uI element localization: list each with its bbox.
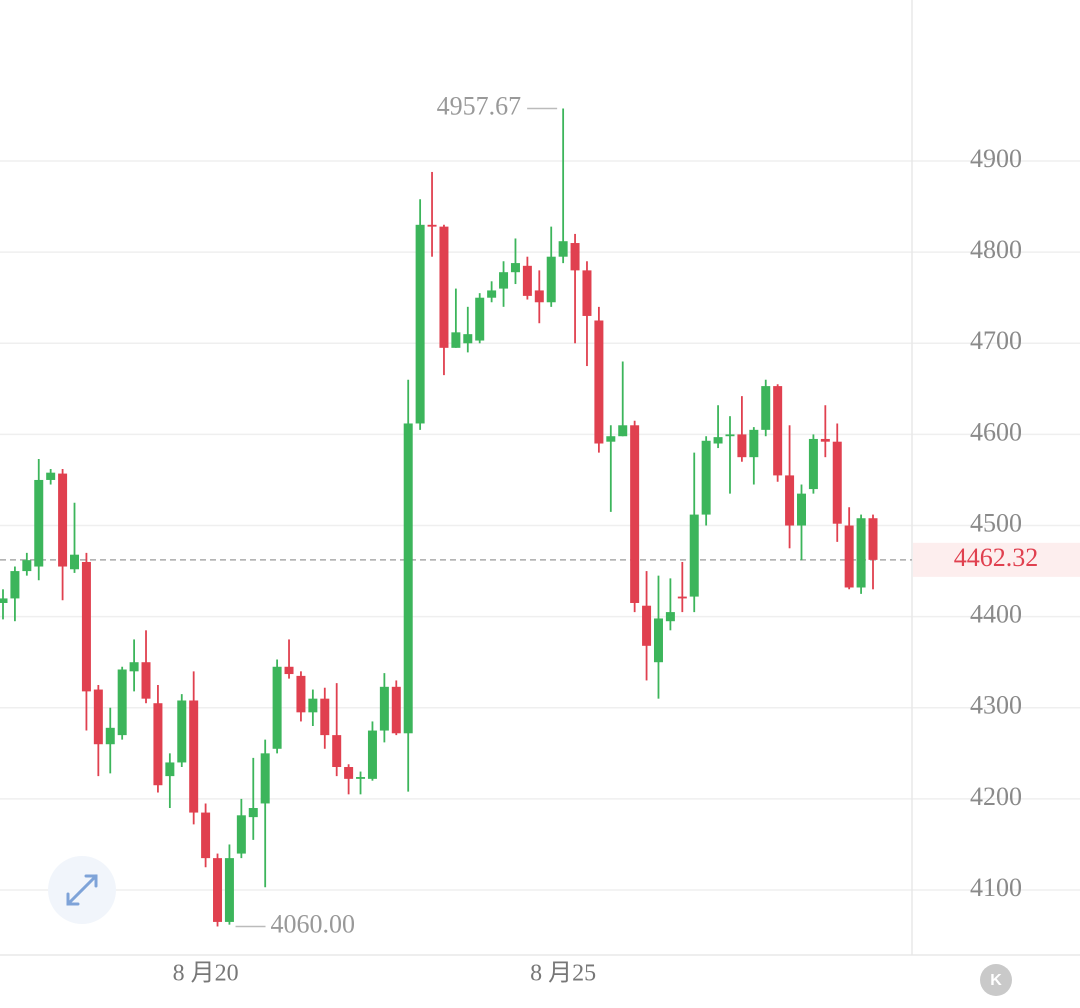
high-label: 4957.67: [437, 91, 522, 120]
candle-body: [785, 475, 795, 526]
candle-body: [308, 698, 318, 713]
candle-body: [642, 605, 652, 646]
candle-body: [272, 666, 282, 749]
candle-body: [701, 440, 711, 515]
candle-body: [487, 290, 497, 298]
candle-body: [189, 700, 199, 813]
y-tick-label: 4500: [970, 508, 1022, 537]
candle-body: [58, 473, 68, 567]
candle-body: [141, 662, 151, 699]
candle-body: [737, 434, 747, 458]
candle-body: [653, 618, 663, 663]
candle-body: [46, 472, 56, 480]
candle-body: [451, 332, 461, 348]
expand-icon[interactable]: [66, 874, 98, 906]
candle-body: [534, 290, 544, 303]
candle-body: [713, 437, 723, 444]
candle-body: [415, 224, 425, 424]
candle-body: [475, 297, 485, 341]
candle-body: [439, 226, 449, 348]
candle-body: [594, 320, 604, 444]
candle-body: [332, 735, 342, 768]
candle-body: [665, 612, 675, 622]
candle-body: [367, 730, 377, 779]
candle-body: [391, 686, 401, 734]
candle-body: [856, 518, 866, 588]
y-tick-label: 4400: [970, 600, 1022, 629]
candle-body: [236, 815, 246, 854]
y-tick-label: 4700: [970, 326, 1022, 355]
candle-body: [213, 858, 223, 922]
candle-body: [22, 560, 32, 572]
candle-body: [260, 753, 270, 804]
candle-body: [725, 434, 735, 437]
x-tick-label: 8 月25: [530, 961, 596, 987]
candle-body: [689, 514, 699, 597]
candle-body: [570, 243, 580, 271]
candle-body: [117, 669, 127, 736]
y-tick-label: 4800: [970, 235, 1022, 264]
candle-body: [832, 441, 842, 524]
y-tick-label: 4600: [970, 417, 1022, 446]
x-tick-label: 8 月20: [173, 961, 239, 987]
candle-body: [344, 767, 354, 779]
candle-body: [618, 425, 628, 437]
candle-body: [129, 662, 139, 672]
expand-button[interactable]: [48, 856, 116, 924]
candle-body: [677, 596, 687, 599]
last-price-label: 4462.32: [954, 543, 1039, 572]
candle-body: [296, 675, 306, 713]
y-tick-label: 4300: [970, 691, 1022, 720]
candle-body: [10, 571, 20, 599]
candle-body: [320, 698, 330, 736]
candle-body: [510, 263, 520, 273]
y-tick-label: 4100: [970, 873, 1022, 902]
candle-body: [0, 598, 8, 603]
y-tick-label: 4900: [970, 144, 1022, 173]
candle-body: [808, 438, 818, 490]
candle-body: [773, 386, 783, 476]
candle-body: [427, 224, 437, 227]
candle-body: [761, 386, 771, 430]
candle-body: [558, 241, 568, 257]
candle-body: [284, 666, 294, 675]
candle-body: [499, 272, 509, 289]
candle-body: [403, 423, 413, 734]
candle-body: [153, 703, 163, 786]
candle-body: [606, 436, 616, 442]
candle-body: [522, 265, 532, 296]
candle-body: [93, 689, 103, 745]
candle-body: [224, 858, 234, 922]
candle-body: [844, 525, 854, 588]
k-button-bg[interactable]: [980, 964, 1012, 996]
candle-body: [630, 425, 640, 603]
candle-body: [201, 812, 211, 859]
low-label: 4060.00: [271, 909, 356, 938]
candle-body: [546, 256, 556, 303]
last-price-bg: [913, 542, 1080, 577]
candle-body: [248, 808, 258, 818]
k-button-label[interactable]: K: [990, 972, 1002, 989]
candle-body: [81, 561, 91, 692]
candle-body: [796, 493, 806, 526]
candle-body: [105, 727, 115, 745]
candle-body: [820, 438, 830, 442]
candle-body: [165, 762, 175, 777]
candle-body: [379, 686, 389, 731]
candle-body: [356, 777, 366, 779]
candle-body: [868, 518, 878, 560]
candle-body: [463, 334, 473, 344]
y-tick-label: 4200: [970, 782, 1022, 811]
candle-body: [582, 270, 592, 316]
candle-body: [177, 700, 187, 763]
k-button[interactable]: K: [980, 964, 1012, 996]
candle-body: [70, 554, 80, 570]
candle-body: [749, 429, 759, 458]
candle-body: [34, 479, 44, 567]
